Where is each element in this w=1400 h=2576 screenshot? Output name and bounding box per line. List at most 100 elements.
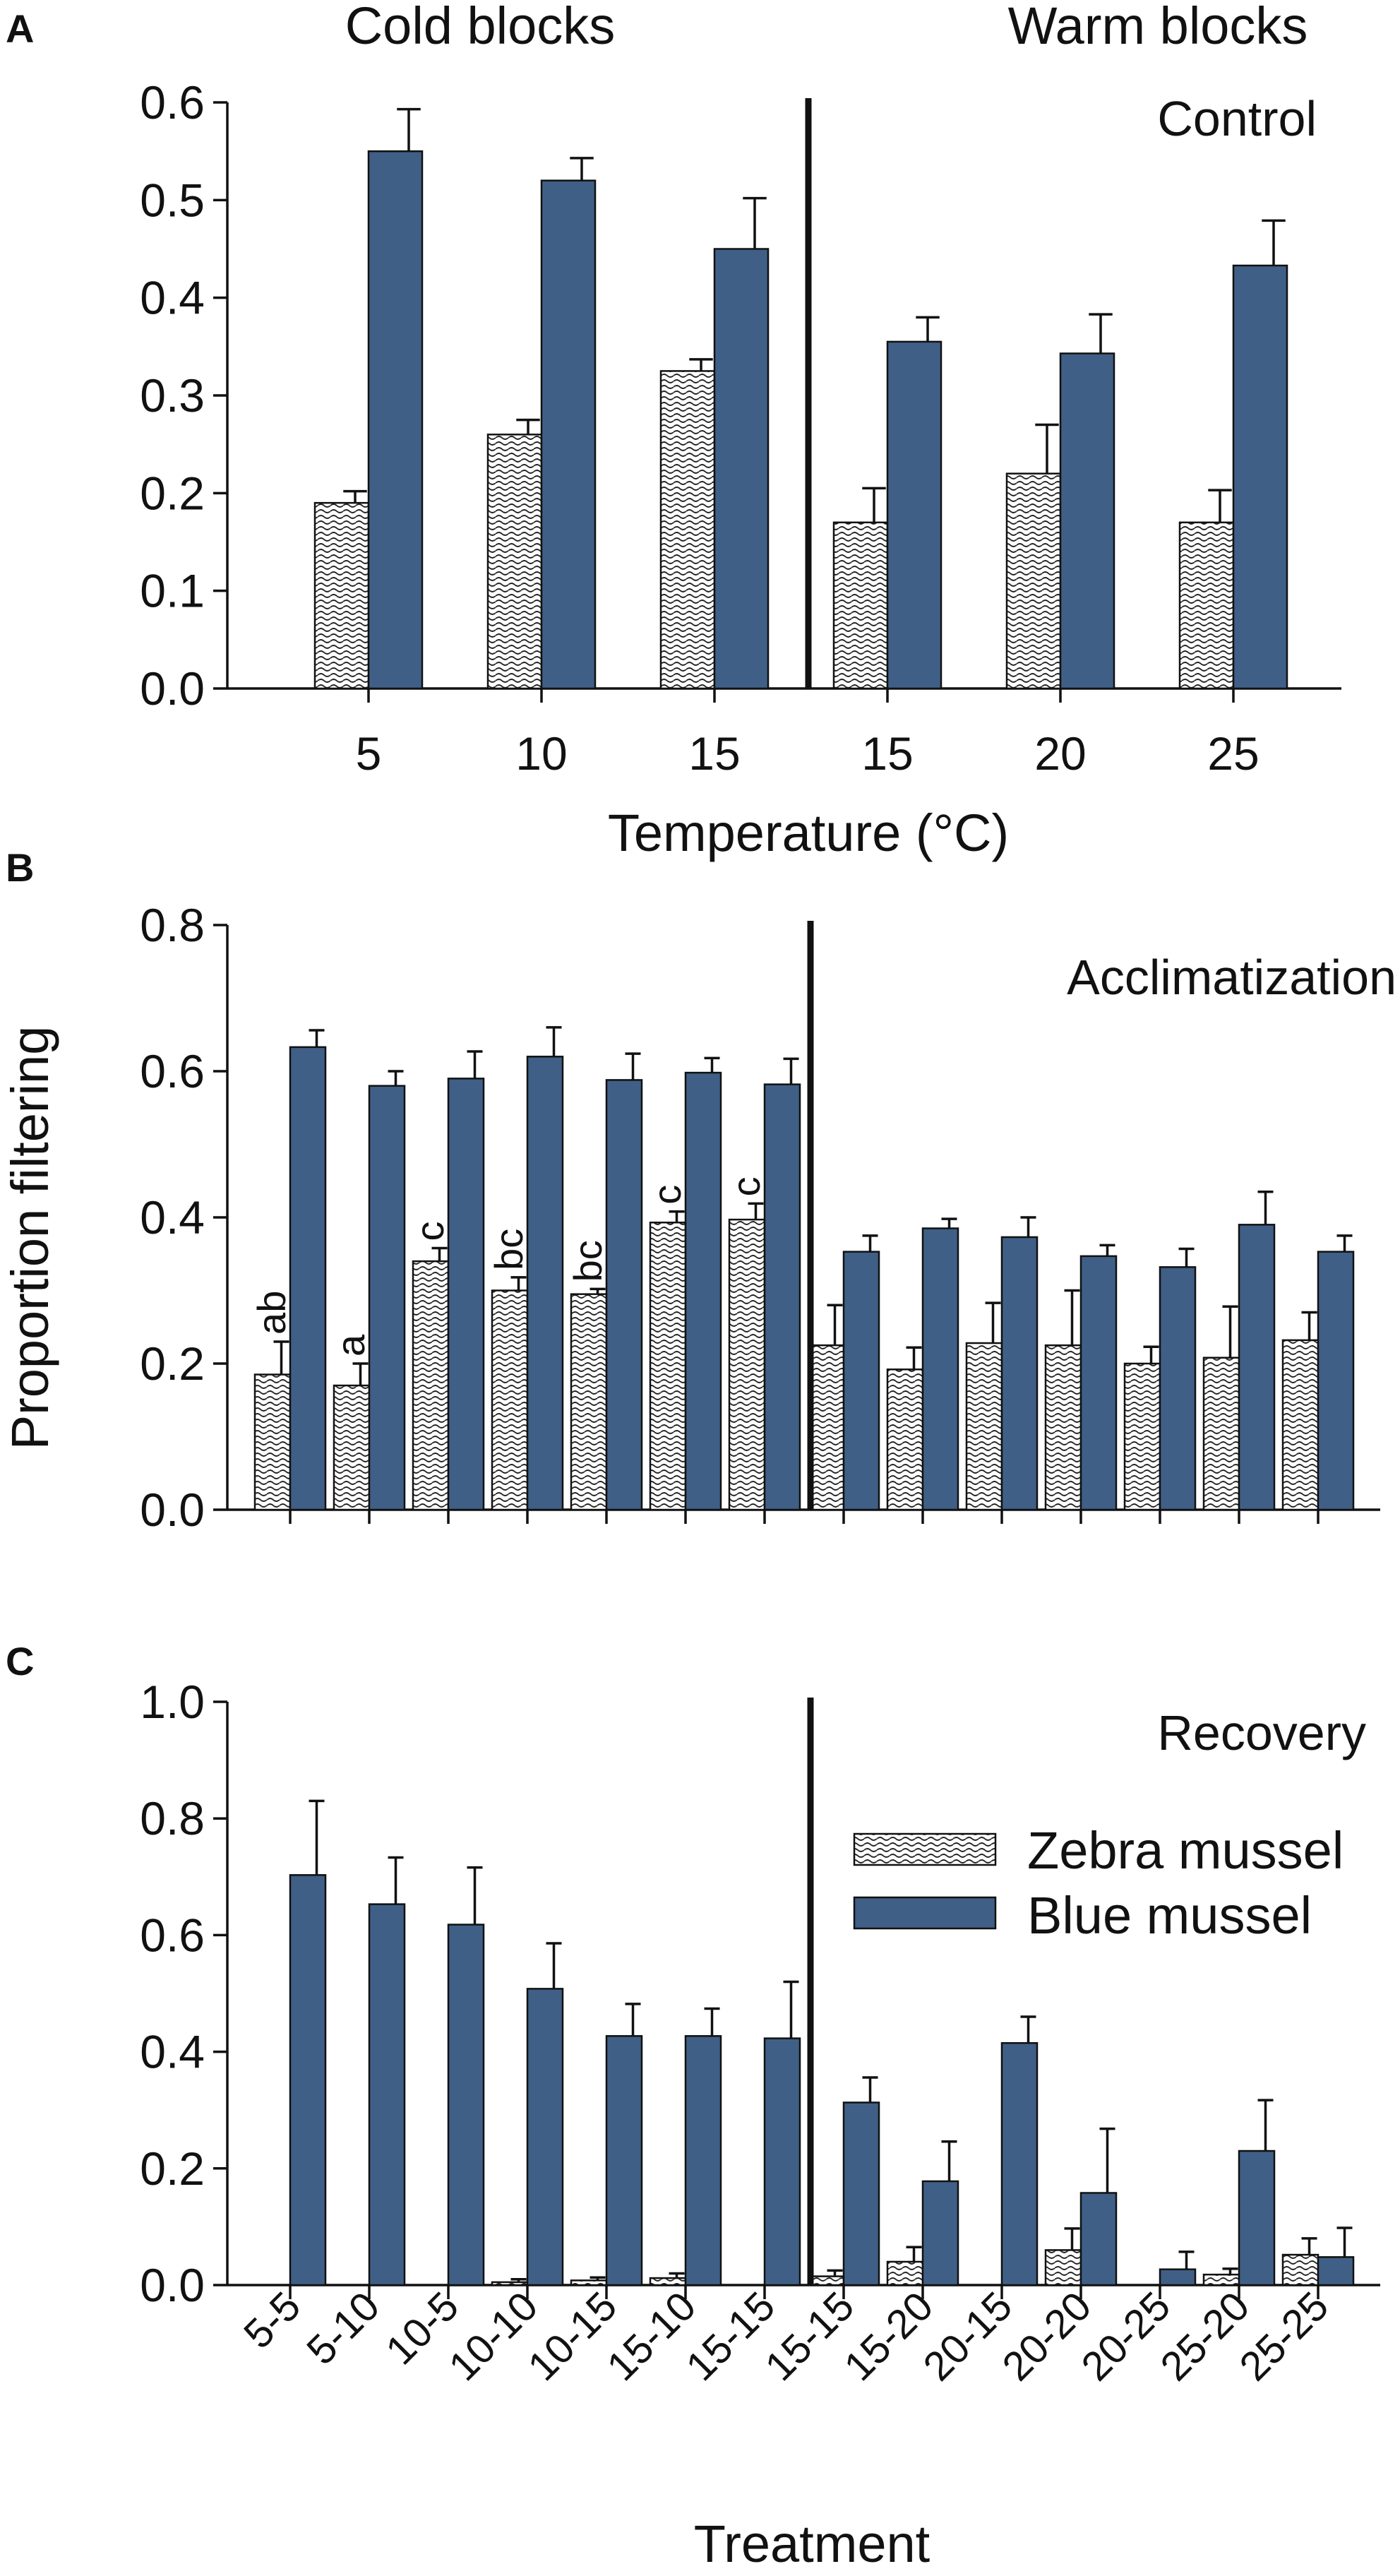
significance-letter: a (328, 1334, 373, 1356)
zebra-bar (333, 1384, 371, 1511)
x-tick-label: 25-25 (1231, 2283, 1337, 2390)
x-tick-label: 20-20 (993, 2283, 1100, 2390)
zebra-bar (1178, 521, 1235, 690)
zebra-bar (1202, 2273, 1240, 2286)
blue-mussel-bar (447, 1924, 485, 2286)
blue-mussel-bar (605, 1079, 643, 1511)
x-tick-label: 15 (688, 727, 740, 780)
y-tick-label: 0.0 (140, 662, 205, 715)
zebra-bar (832, 521, 889, 690)
y-tick-label: 0.0 (140, 2259, 205, 2311)
blue-mussel-bar (1159, 2268, 1197, 2286)
panel-c-chart: 0.00.20.40.60.81.05-55-1010-510-1010-151… (140, 1676, 1380, 2390)
zebra-bar (1044, 1344, 1082, 1511)
blue-mussel-bar (684, 2035, 722, 2286)
zebra-bar (1281, 1339, 1320, 1511)
blue-mussel-bar (1000, 1236, 1039, 1511)
blue-mussel-bar (1317, 1251, 1355, 1511)
panel-a-letter: A (6, 6, 34, 51)
y-tick-label: 0.1 (140, 565, 205, 617)
y-tick-label: 0.8 (140, 899, 205, 951)
blue-mussel-bar (684, 1071, 722, 1511)
blue-mussel-bar (1059, 352, 1115, 690)
blue-mussel-bar (1238, 1224, 1276, 1511)
blue-mussel-bar (1232, 264, 1288, 690)
blue-mussel-bar (1159, 1266, 1197, 1511)
zebra-bar (965, 1342, 1003, 1511)
blue-mussel-bar (1000, 2041, 1039, 2286)
zebra-bar (570, 1293, 608, 1511)
legend-label-zebra: Zebra mussel (1027, 1821, 1344, 1880)
legend: Zebra mussel Blue mussel (853, 1821, 1344, 1945)
x-tick-label: 15-15 (677, 2283, 784, 2390)
zebra-bar (253, 1373, 292, 1511)
panel-b-title: Acclimatization (1067, 950, 1396, 1005)
cold-blocks-label: Cold blocks (345, 0, 616, 55)
warm-blocks-label: Warm blocks (1008, 0, 1308, 55)
significance-letter: bc (566, 1240, 610, 1282)
y-tick-label: 0.5 (140, 174, 205, 226)
x-tick-label: 15-20 (835, 2283, 942, 2390)
y-tick-label: 0.6 (140, 1045, 205, 1097)
x-tick-label: 10-10 (440, 2283, 546, 2390)
y-tick-label: 0.6 (140, 1909, 205, 1961)
x-tick-label: 25 (1207, 727, 1259, 780)
significance-letter: bc (486, 1229, 531, 1270)
blue-mussel-bar (368, 1085, 406, 1511)
zebra-bar (659, 370, 716, 690)
panel-c-xlabel: Treatment (694, 2515, 931, 2573)
y-tick-label: 0.2 (140, 1337, 205, 1390)
x-tick-label: 15-15 (756, 2283, 863, 2390)
zebra-bar (491, 1289, 529, 1511)
x-tick-label: 5-10 (298, 2283, 388, 2373)
blue-mussel-bar (1079, 1255, 1118, 1511)
zebra-bar (313, 501, 370, 690)
blue-mussel-bar (526, 1056, 564, 1511)
blue-mussel-bar (886, 340, 943, 690)
x-tick-label: 20-15 (914, 2283, 1021, 2390)
y-tick-label: 0.2 (140, 467, 205, 519)
legend-label-blue: Blue mussel (1027, 1886, 1312, 1945)
blue-mussel-bar (1079, 2192, 1118, 2286)
panel-c-letter: C (6, 1639, 34, 1683)
y-tick-label: 0.6 (140, 76, 205, 129)
blue-mussel-bar (921, 2180, 959, 2286)
panel-a-xlabel: Temperature (°C) (608, 804, 1009, 862)
blue-mussel-bar (368, 1903, 406, 2286)
x-tick-label: 20 (1034, 727, 1086, 780)
x-tick-label: 10 (515, 727, 567, 780)
zebra-bar (491, 2281, 529, 2286)
zebra-bar (486, 434, 543, 690)
x-tick-label: 15-10 (598, 2283, 705, 2390)
x-tick-label: 5 (356, 727, 382, 780)
blue-mussel-bar (713, 248, 770, 690)
blue-mussel-bar (763, 2037, 801, 2286)
y-tick-label: 0.0 (140, 1484, 205, 1536)
zebra-bar (1005, 472, 1062, 690)
blue-mussel-bar (1238, 2149, 1276, 2286)
panel-b-chart: 0.0 0.2 0.4 0.6 0.8 ab a c bc bc c c (140, 899, 1380, 1536)
y-tick-label: 1.0 (140, 1676, 205, 1728)
legend-swatch-zebra (853, 1832, 997, 1866)
blue-mussel-bar (540, 179, 597, 690)
blue-mussel-bar (1317, 2256, 1355, 2286)
legend-swatch-blue (853, 1896, 997, 1930)
zebra-bar (412, 1260, 450, 1511)
blue-mussel-bar (842, 2101, 880, 2286)
blue-mussel-bar (605, 2035, 643, 2286)
zebra-bar (1123, 1362, 1161, 1511)
significance-letter: c (724, 1176, 768, 1196)
blue-mussel-bar (289, 1874, 327, 2286)
y-tick-label: 0.8 (140, 1792, 205, 1844)
zebra-bar (886, 1368, 924, 1511)
blue-mussel-bar (447, 1078, 485, 1511)
y-tick-label: 0.4 (140, 272, 205, 324)
significance-letter: c (407, 1221, 452, 1241)
zebra-bar (649, 1221, 687, 1511)
zebra-bar (570, 2279, 608, 2286)
zebra-bar (1202, 1356, 1240, 1511)
shared-ylabel: Proportion filtering (1, 1026, 59, 1450)
zebra-bar (649, 2277, 687, 2286)
significance-letter: ab (249, 1291, 294, 1335)
blue-mussel-bar (921, 1227, 959, 1511)
